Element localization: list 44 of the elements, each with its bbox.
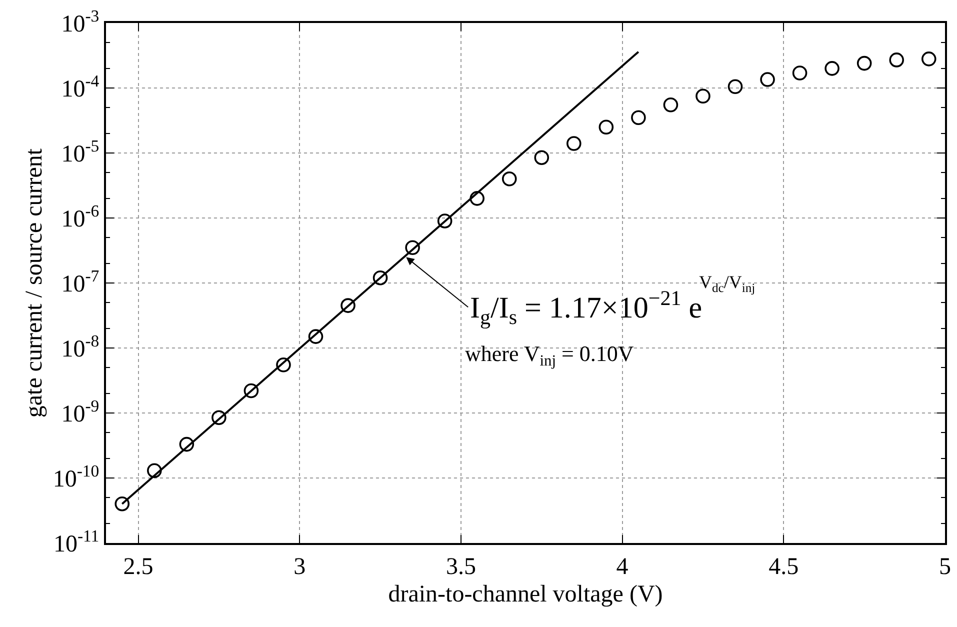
- point: [534, 150, 550, 165]
- point: [631, 110, 646, 126]
- point: [760, 72, 775, 87]
- x-tick-label: 2.5: [123, 554, 154, 580]
- point: [502, 171, 517, 186]
- y-tick-label: 10$^{-4}$: [61, 71, 100, 102]
- y-tick-label: 10$^{-11}$: [53, 526, 100, 558]
- point: [470, 191, 484, 206]
- x-tick-label: 5: [939, 554, 951, 580]
- x-tick-label: 3.5: [446, 554, 476, 580]
- y-tick-label: 10$^{-7}$: [61, 266, 100, 298]
- point: [856, 56, 872, 71]
- y-axis-title: gate current / source current: [21, 148, 48, 418]
- point: [405, 240, 420, 256]
- point: [921, 52, 936, 66]
- point: [114, 496, 130, 512]
- point: [663, 97, 678, 112]
- x-tick-label: 4.5: [768, 554, 799, 580]
- point: [437, 214, 452, 228]
- y-tick-label: 10$^{-5}$: [61, 136, 100, 168]
- point: [566, 136, 582, 151]
- point: [889, 52, 904, 68]
- point: [792, 66, 808, 80]
- y-tick-label: 10$^{-9}$: [61, 396, 100, 428]
- annotation: where V$_{inj}$ = 0.10V: [465, 341, 634, 370]
- point: [308, 329, 324, 344]
- point: [212, 410, 226, 425]
- y-tick-label: 10$^{-6}$: [61, 201, 100, 232]
- point: [340, 298, 356, 313]
- point: [147, 463, 162, 478]
- x-tick-label: 3: [294, 554, 306, 580]
- x-tick-label: 4: [616, 554, 628, 580]
- point: [276, 357, 291, 372]
- point: [696, 88, 710, 104]
- x-axis-title: drain-to-channel voltage (V): [388, 582, 663, 608]
- point: [244, 383, 259, 398]
- point: [824, 61, 840, 76]
- point: [179, 436, 194, 452]
- point: [728, 79, 743, 94]
- y-tick-label: 10$^{-3}$: [61, 6, 100, 38]
- y-tick-label: 10$^{-10}$: [52, 461, 100, 492]
- point: [372, 270, 388, 286]
- point: [598, 120, 614, 135]
- y-tick-label: 10$^{-8}$: [61, 331, 100, 362]
